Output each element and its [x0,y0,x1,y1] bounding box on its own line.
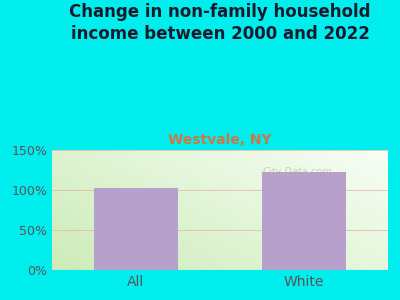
Text: Westvale, NY: Westvale, NY [168,134,272,148]
Bar [94,188,178,270]
Text: City-Data.com: City-Data.com [262,167,332,177]
Bar [262,172,346,270]
Text: Change in non-family household
income between 2000 and 2022: Change in non-family household income be… [69,3,371,43]
